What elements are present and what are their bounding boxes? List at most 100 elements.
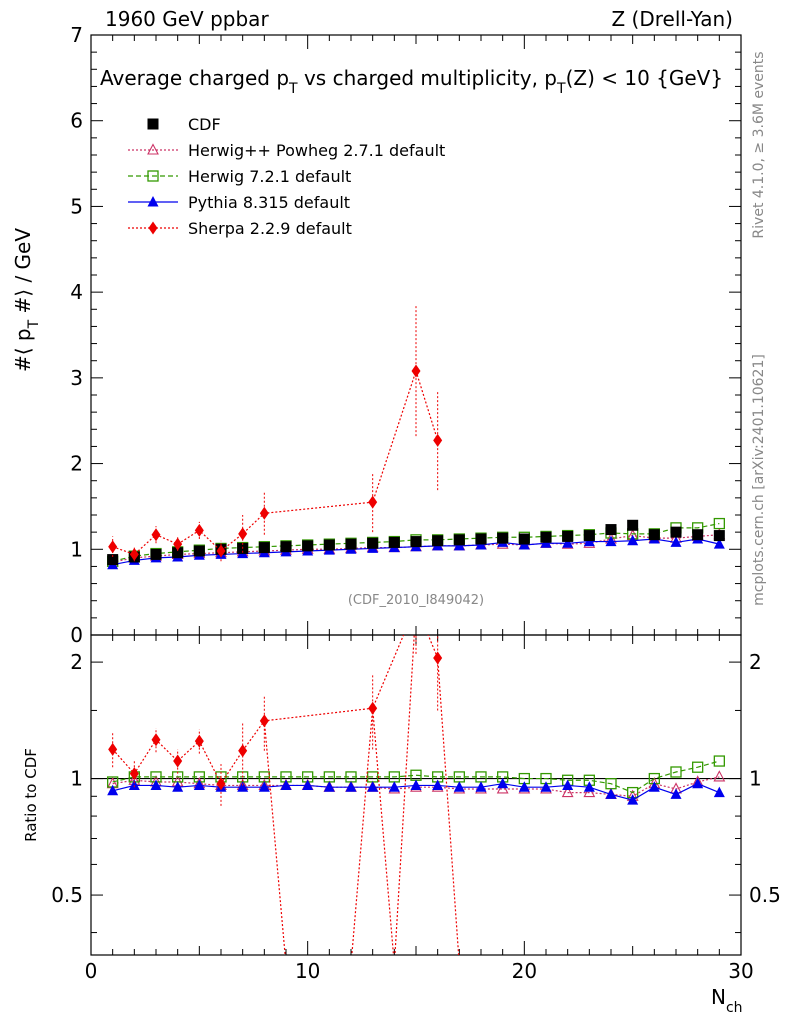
legend-label: Pythia 8.315 default bbox=[188, 193, 350, 212]
series-sherpa-2-2-9-default bbox=[108, 305, 443, 562]
main-ytick-label: 1 bbox=[70, 537, 83, 561]
data-point bbox=[453, 534, 465, 546]
data-point bbox=[345, 538, 357, 550]
data-point bbox=[258, 542, 270, 554]
legend-entry: Sherpa 2.2.9 default bbox=[128, 219, 352, 238]
legend-label: Herwig++ Powheg 2.7.1 default bbox=[188, 141, 445, 160]
data-point bbox=[475, 533, 487, 545]
ratio-data-point bbox=[713, 770, 726, 782]
main-ylabel: #⟨ pT #⟩ / GeV bbox=[11, 228, 42, 372]
legend-entry: Pythia 8.315 default bbox=[128, 193, 350, 212]
ratio-data-point bbox=[692, 761, 704, 773]
ratio-data-point bbox=[648, 781, 660, 792]
ratio-data-point bbox=[367, 781, 379, 792]
ratio-data-point bbox=[432, 779, 444, 790]
ratio-series-sherpa-2-2-9-default bbox=[108, 635, 460, 955]
ratio-data-point bbox=[627, 794, 639, 805]
ratio-data-point bbox=[433, 651, 443, 665]
ratio-gap-line bbox=[394, 635, 415, 955]
ratio-data-point bbox=[216, 777, 226, 791]
data-point bbox=[497, 532, 509, 544]
ratio-data-point bbox=[388, 781, 400, 792]
data-point bbox=[172, 547, 184, 559]
legend-label: Sherpa 2.2.9 default bbox=[188, 219, 352, 238]
data-point bbox=[627, 519, 639, 531]
ratio-data-point bbox=[323, 781, 335, 792]
data-point bbox=[432, 535, 444, 547]
ratio-data-point bbox=[107, 784, 119, 796]
ratio-gap-line bbox=[351, 708, 374, 955]
data-point bbox=[173, 537, 183, 551]
series-line bbox=[112, 369, 439, 556]
data-point bbox=[410, 536, 422, 548]
legend-label: CDF bbox=[188, 115, 221, 134]
legend-label: Herwig 7.2.1 default bbox=[188, 167, 351, 186]
main-ytick-label: 5 bbox=[70, 194, 83, 218]
data-point bbox=[713, 538, 725, 549]
ratio-data-point bbox=[129, 767, 139, 781]
ratio-data-point bbox=[410, 779, 422, 790]
ratio-frame bbox=[90, 634, 742, 956]
data-point bbox=[433, 433, 443, 447]
data-point bbox=[238, 527, 248, 541]
legend-marker bbox=[147, 143, 159, 155]
data-point bbox=[323, 539, 335, 551]
data-point bbox=[562, 530, 574, 542]
ratio-data-point bbox=[258, 781, 270, 792]
data-point bbox=[108, 540, 118, 554]
ratio-data-point bbox=[475, 781, 487, 792]
legend-marker bbox=[148, 221, 158, 235]
ratio-data-point bbox=[368, 701, 378, 715]
header-left: 1960 GeV ppbar bbox=[105, 7, 269, 31]
ratio-data-point bbox=[670, 788, 682, 799]
data-point bbox=[692, 529, 704, 541]
data-point bbox=[129, 547, 139, 561]
data-point bbox=[367, 537, 379, 549]
ratio-series-line bbox=[112, 635, 439, 785]
data-point bbox=[259, 506, 269, 520]
data-point bbox=[411, 364, 421, 378]
ratio-data-point bbox=[151, 733, 161, 747]
ratio-panel: 0.5 0.51 12 20 10 20 30 bbox=[51, 634, 781, 983]
ratio-data-point bbox=[453, 781, 465, 792]
ratio-ytick-label-right: 0.5 bbox=[749, 883, 781, 907]
ratio-axis-ticks: 0.5 0.51 12 20 10 20 30 bbox=[51, 635, 781, 983]
data-point bbox=[150, 548, 162, 560]
ratio-ytick-label: 0.5 bbox=[51, 883, 83, 907]
data-point bbox=[193, 545, 205, 557]
ratio-data-point bbox=[692, 777, 704, 789]
data-point bbox=[388, 536, 400, 548]
data-point bbox=[562, 537, 574, 548]
legend-entry: Herwig 7.2.1 default bbox=[128, 167, 351, 186]
legend: CDF Herwig++ Powheg 2.7.1 default Herwig 7… bbox=[128, 115, 445, 238]
legend-marker bbox=[147, 196, 159, 207]
series-cdf bbox=[107, 519, 725, 566]
ratio-gap-line bbox=[372, 708, 395, 955]
ratio-series-pythia-8-315-default bbox=[107, 777, 725, 805]
ratio-data-point bbox=[497, 777, 509, 789]
ratio-data-point bbox=[150, 779, 162, 790]
legend-entry: CDF bbox=[147, 115, 221, 134]
main-ytick-label: 7 bbox=[70, 23, 83, 47]
analysis-id: (CDF_2010_I849042) bbox=[348, 593, 484, 608]
main-ytick-label: 6 bbox=[70, 109, 83, 133]
ratio-series-group bbox=[106, 635, 726, 955]
ratio-ytick-label: 2 bbox=[70, 650, 83, 674]
data-point bbox=[368, 495, 378, 509]
ratio-data-point bbox=[713, 786, 725, 798]
main-ytick-label: 4 bbox=[70, 280, 83, 304]
ratio-series-line bbox=[112, 760, 720, 794]
data-point bbox=[107, 554, 119, 566]
ratio-data-point bbox=[108, 742, 118, 756]
data-point bbox=[605, 524, 617, 536]
chart-title: Average charged pT vs charged multiplici… bbox=[100, 66, 723, 97]
data-point bbox=[518, 533, 530, 545]
ratio-data-point bbox=[172, 781, 184, 792]
data-point bbox=[648, 529, 660, 541]
xtick-label: 30 bbox=[728, 959, 753, 983]
mcplots-label: mcplots.cern.ch [arXiv:2401.10621] bbox=[751, 354, 767, 606]
ratio-data-point bbox=[561, 785, 574, 798]
ratio-ytick-label: 1 bbox=[70, 767, 83, 791]
ratio-ylabel: Ratio to CDF bbox=[22, 748, 40, 842]
data-point bbox=[627, 534, 639, 546]
